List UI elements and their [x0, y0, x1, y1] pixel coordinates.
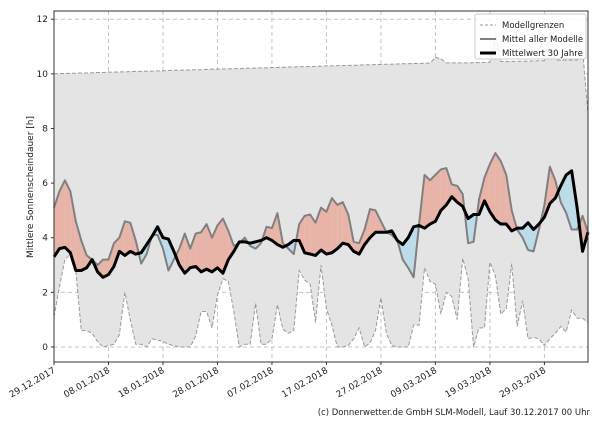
- y-tick-label: 8: [42, 124, 48, 134]
- y-tick-label: 2: [42, 288, 48, 298]
- x-tick-label: 28.01.2018: [171, 366, 221, 401]
- x-tick-label: 07.02.2018: [226, 366, 276, 401]
- above-average-fill: [337, 202, 342, 248]
- above-average-fill: [217, 219, 222, 274]
- above-average-fill: [495, 153, 500, 224]
- legend-label-bounds: Modellgrenzen: [502, 21, 564, 31]
- x-tick-label: 29.12.2017: [8, 366, 58, 400]
- x-tick-label: 27.02.2018: [335, 366, 385, 401]
- x-tick-label: 19.03.2018: [444, 366, 494, 401]
- legend: Modellgrenzen Mittel aller Modelle Mitte…: [475, 14, 586, 59]
- above-average-fill: [332, 198, 337, 253]
- x-tick-label: 08.01.2018: [62, 366, 112, 401]
- y-axis-label: Mittlere Sonnenscheindauer [h]: [26, 116, 36, 258]
- x-tick-label: 18.01.2018: [117, 366, 167, 401]
- legend-label-climate-mean: Mittelwert 30 Jahre: [502, 49, 583, 59]
- footer-credit: (c) Donnerwetter.de GmbH SLM-Modell, Lau…: [318, 408, 591, 418]
- y-tick-label: 12: [37, 15, 48, 25]
- x-tick-label: 29.03.2018: [498, 366, 548, 401]
- chart-marks: [54, 30, 588, 347]
- above-average-fill: [425, 175, 430, 228]
- above-average-fill: [305, 214, 310, 254]
- y-tick-label: 4: [42, 234, 48, 244]
- x-tick-label: 09.03.2018: [389, 366, 439, 401]
- y-tick-label: 0: [42, 343, 48, 353]
- y-axis: 0 2 4 6 8 10 12: [37, 15, 54, 353]
- above-average-fill: [430, 175, 435, 224]
- x-tick-label: 17.02.2018: [280, 366, 330, 401]
- above-average-fill: [321, 208, 326, 254]
- y-tick-label: 10: [37, 70, 49, 80]
- legend-label-model-mean: Mittel aller Modelle: [502, 35, 583, 45]
- y-tick-label: 6: [42, 179, 48, 189]
